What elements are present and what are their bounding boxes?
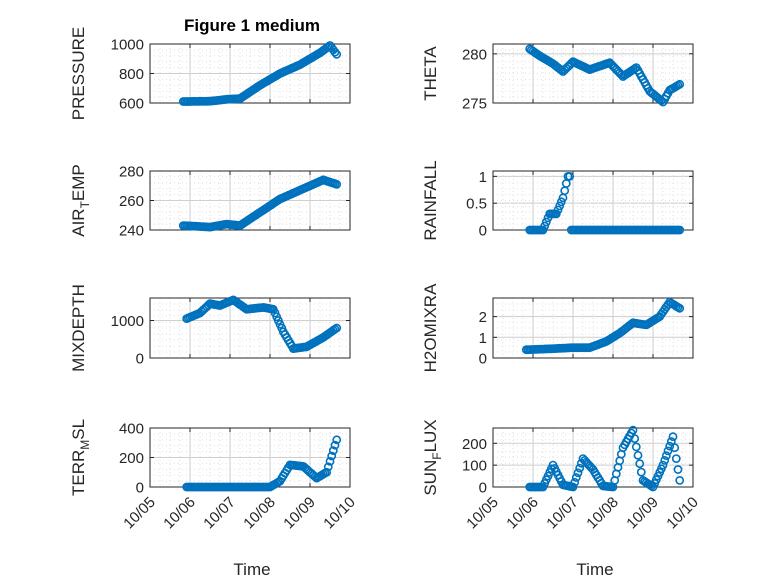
y-tick-label: 200	[462, 436, 487, 453]
data-series	[521, 297, 685, 355]
axes-box	[492, 427, 694, 488]
data-point	[670, 443, 680, 453]
y-tick-label: 240	[119, 223, 144, 240]
data-point	[660, 455, 670, 465]
data-series	[182, 295, 342, 353]
axes-box	[149, 297, 351, 359]
data-point	[671, 454, 681, 463]
data-point	[555, 201, 565, 211]
y-axis-label: TERRMSL	[69, 419, 92, 496]
y-axis-label: H2OMIXRA	[421, 283, 440, 372]
y-tick-label: 275	[462, 96, 487, 113]
data-point	[635, 459, 645, 469]
data-point	[675, 303, 685, 313]
data-point	[553, 205, 563, 215]
data-series	[525, 44, 685, 107]
axes-box	[492, 43, 694, 104]
data-point	[328, 446, 338, 455]
y-tick-label: 260	[119, 193, 144, 210]
data-point	[628, 425, 638, 435]
y-tick-label: 0.5	[466, 196, 487, 213]
data-point	[630, 434, 640, 443]
y-axis-label: MIXDEPTH	[69, 284, 88, 372]
data-point	[675, 225, 685, 235]
y-tick-label: 0	[136, 351, 144, 368]
y-tick-label: 400	[119, 421, 144, 438]
subplot-pressure: 600 800 1000 PRESSURE	[69, 27, 351, 121]
y-tick-label: 1	[479, 169, 487, 186]
y-tick-label: 1	[479, 330, 487, 347]
data-series	[178, 41, 342, 106]
data-series	[182, 435, 342, 492]
y-tick-label: 280	[119, 164, 144, 181]
data-point	[330, 324, 340, 334]
y-tick-label: 1000	[111, 37, 144, 54]
y-tick-label: 800	[119, 66, 144, 83]
figure-title: Figure 1 medium	[184, 16, 320, 35]
data-point	[571, 473, 581, 482]
data-point	[663, 446, 673, 456]
y-axis-label: AIRTEMP	[69, 164, 92, 237]
data-series	[525, 425, 685, 492]
data-point	[668, 432, 678, 442]
data-point	[675, 79, 685, 89]
y-tick-label: 0	[136, 480, 144, 497]
data-point	[661, 451, 671, 461]
data-point	[327, 451, 337, 461]
subplot-air-temp: 240 260 280 AIRTEMP	[69, 164, 351, 240]
subplot-rainfall: 0 0.5 1 RAINFALL	[421, 160, 694, 241]
data-point	[665, 441, 675, 451]
data-point	[658, 460, 668, 470]
data-point	[633, 450, 643, 460]
data-series	[178, 175, 342, 232]
subplot-mixdepth: 0 1000 MIXDEPTH	[69, 284, 351, 372]
y-tick-label: 2	[479, 309, 487, 326]
data-point	[332, 49, 342, 59]
data-series	[525, 171, 685, 235]
axes-box	[492, 297, 694, 359]
data-point	[570, 477, 580, 487]
data-point	[675, 475, 685, 485]
data-point	[332, 323, 342, 333]
subplot-h2omixra: 0 1 2 H2OMIXRA	[421, 283, 694, 372]
y-axis-label: RAINFALL	[421, 160, 440, 240]
y-tick-label: 200	[119, 450, 144, 467]
y-axis-label: PRESSURE	[69, 27, 88, 121]
data-point	[636, 467, 646, 477]
x-axis-label-right: Time	[576, 560, 613, 579]
data-point	[540, 221, 550, 231]
y-axis-label: THETA	[421, 46, 440, 101]
data-point	[323, 462, 333, 472]
y-tick-label: 280	[462, 46, 487, 63]
y-tick-label: 0	[479, 351, 487, 368]
data-point	[538, 225, 548, 235]
subplot-theta: 275 280 THETA	[421, 43, 694, 113]
y-tick-label: 0	[479, 223, 487, 240]
y-tick-label: 600	[119, 96, 144, 113]
data-point	[631, 442, 641, 452]
data-point	[325, 456, 335, 466]
data-point	[332, 179, 342, 189]
data-point	[673, 465, 683, 474]
data-point	[332, 435, 342, 445]
data-point	[551, 209, 561, 219]
y-tick-label: 100	[462, 458, 487, 475]
data-point	[573, 468, 583, 478]
data-point	[556, 197, 566, 207]
data-point	[575, 463, 585, 473]
data-point	[565, 171, 575, 181]
data-point	[556, 65, 566, 75]
y-tick-label: 1000	[111, 313, 144, 330]
y-tick-label: 0	[479, 480, 487, 497]
data-point	[568, 482, 578, 492]
data-point	[541, 217, 551, 227]
data-point	[330, 47, 340, 57]
y-axis-label: SUNFLUX	[421, 419, 444, 495]
data-point	[322, 467, 332, 477]
x-axis-label-left: Time	[233, 560, 270, 579]
data-point	[330, 440, 340, 450]
